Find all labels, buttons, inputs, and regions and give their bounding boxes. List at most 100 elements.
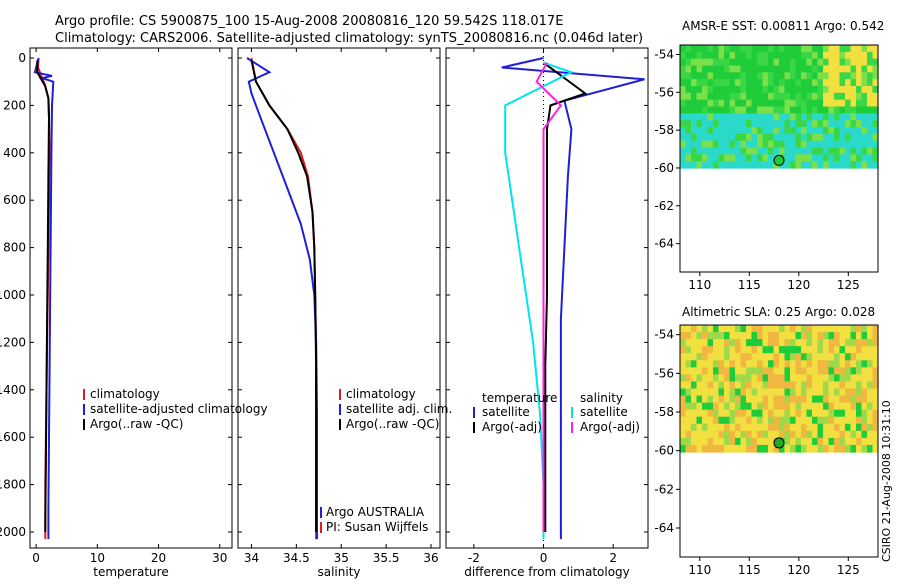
map-cell bbox=[850, 147, 857, 155]
map-cell bbox=[685, 339, 692, 347]
map-cell bbox=[713, 79, 720, 87]
map-cell bbox=[746, 79, 753, 87]
map-cell bbox=[839, 161, 846, 169]
map-cell bbox=[784, 374, 791, 383]
map-cell bbox=[806, 395, 813, 404]
map-cell bbox=[812, 72, 819, 80]
map-cell bbox=[850, 106, 857, 114]
map-cell bbox=[817, 86, 824, 94]
map-cell bbox=[718, 367, 725, 375]
map-cell bbox=[834, 353, 841, 361]
map-cell bbox=[724, 140, 731, 149]
map-cell bbox=[828, 360, 835, 368]
map-cell bbox=[702, 133, 709, 142]
map-cell bbox=[834, 346, 841, 354]
map-cell bbox=[707, 113, 714, 121]
map-cell bbox=[680, 147, 687, 155]
annotation-text: PI: Susan Wijffels bbox=[326, 520, 428, 534]
plot-frame bbox=[445, 47, 649, 549]
map-cell bbox=[746, 127, 753, 135]
map-cell bbox=[680, 99, 687, 108]
map-cell bbox=[702, 388, 709, 397]
map-cell bbox=[702, 99, 709, 108]
map-y-tick-label: -58 bbox=[654, 123, 674, 137]
map-cell bbox=[817, 423, 824, 432]
x-tick-label: -2 bbox=[468, 551, 480, 565]
map-cell bbox=[680, 346, 687, 354]
map-cell bbox=[680, 360, 687, 368]
map-cell bbox=[850, 353, 857, 361]
map-cell bbox=[834, 409, 841, 418]
map-cell bbox=[861, 127, 868, 135]
map-cell bbox=[696, 409, 703, 418]
map-cell bbox=[724, 402, 731, 411]
map-cell bbox=[850, 65, 857, 73]
map-cell bbox=[839, 65, 846, 73]
map-cell bbox=[817, 346, 824, 354]
map-cell bbox=[795, 140, 802, 149]
map-cell bbox=[850, 99, 857, 108]
map-cell bbox=[839, 346, 846, 354]
map-cell bbox=[740, 381, 747, 390]
map-cell bbox=[757, 58, 764, 67]
map-cell bbox=[757, 416, 764, 425]
map-cell bbox=[746, 381, 753, 390]
map-cell bbox=[806, 99, 813, 108]
map-cell bbox=[790, 374, 797, 383]
map-cell bbox=[685, 133, 692, 142]
map-cell bbox=[707, 437, 714, 446]
map-cell bbox=[795, 346, 802, 354]
map-cell bbox=[768, 154, 775, 162]
map-cell bbox=[823, 353, 830, 361]
map-cell bbox=[867, 423, 874, 432]
map-cell bbox=[779, 367, 786, 375]
map-cell bbox=[702, 395, 709, 404]
map-cell bbox=[845, 395, 852, 404]
map-cell bbox=[724, 65, 731, 73]
y-tick-label: 1200 bbox=[0, 335, 26, 349]
map-cell bbox=[817, 113, 824, 121]
map-cell bbox=[812, 402, 819, 411]
map-cell bbox=[713, 346, 720, 354]
map-cell bbox=[691, 430, 698, 439]
map-cell bbox=[856, 332, 863, 340]
map-cell bbox=[823, 79, 830, 87]
map-x-tick-label: 115 bbox=[738, 278, 761, 292]
map-cell bbox=[735, 140, 742, 149]
map-cell bbox=[757, 430, 764, 439]
map-cell bbox=[867, 381, 874, 390]
map-cell bbox=[724, 367, 731, 375]
map-cell bbox=[691, 133, 698, 142]
map-cell bbox=[834, 374, 841, 383]
map-cell bbox=[746, 133, 753, 142]
map-cell bbox=[724, 437, 731, 446]
map-cell bbox=[702, 65, 709, 73]
map-cell bbox=[696, 133, 703, 142]
map-cell bbox=[790, 444, 797, 453]
map-cell bbox=[806, 147, 813, 155]
map-cell bbox=[872, 127, 879, 135]
map-cell bbox=[685, 423, 692, 432]
map-cell bbox=[718, 99, 725, 108]
y-tick-label: 400 bbox=[3, 146, 26, 160]
map-cell bbox=[801, 430, 808, 439]
map-cell bbox=[839, 374, 846, 383]
map-cell bbox=[724, 346, 731, 354]
map-cell bbox=[685, 353, 692, 361]
map-cell bbox=[861, 402, 868, 411]
map-cell bbox=[757, 127, 764, 135]
map-cell bbox=[850, 395, 857, 404]
map-cell bbox=[812, 154, 819, 162]
map-cell bbox=[790, 402, 797, 411]
map-cell bbox=[740, 161, 747, 169]
map-cell bbox=[861, 161, 868, 169]
map-cell bbox=[713, 140, 720, 149]
map-cell bbox=[740, 99, 747, 108]
map-cell bbox=[702, 72, 709, 80]
map-cell bbox=[784, 92, 791, 101]
map-cell bbox=[845, 154, 852, 162]
map-frame bbox=[679, 324, 879, 558]
map-cell bbox=[724, 58, 731, 67]
map-cell bbox=[790, 79, 797, 87]
map-cell bbox=[680, 381, 687, 390]
